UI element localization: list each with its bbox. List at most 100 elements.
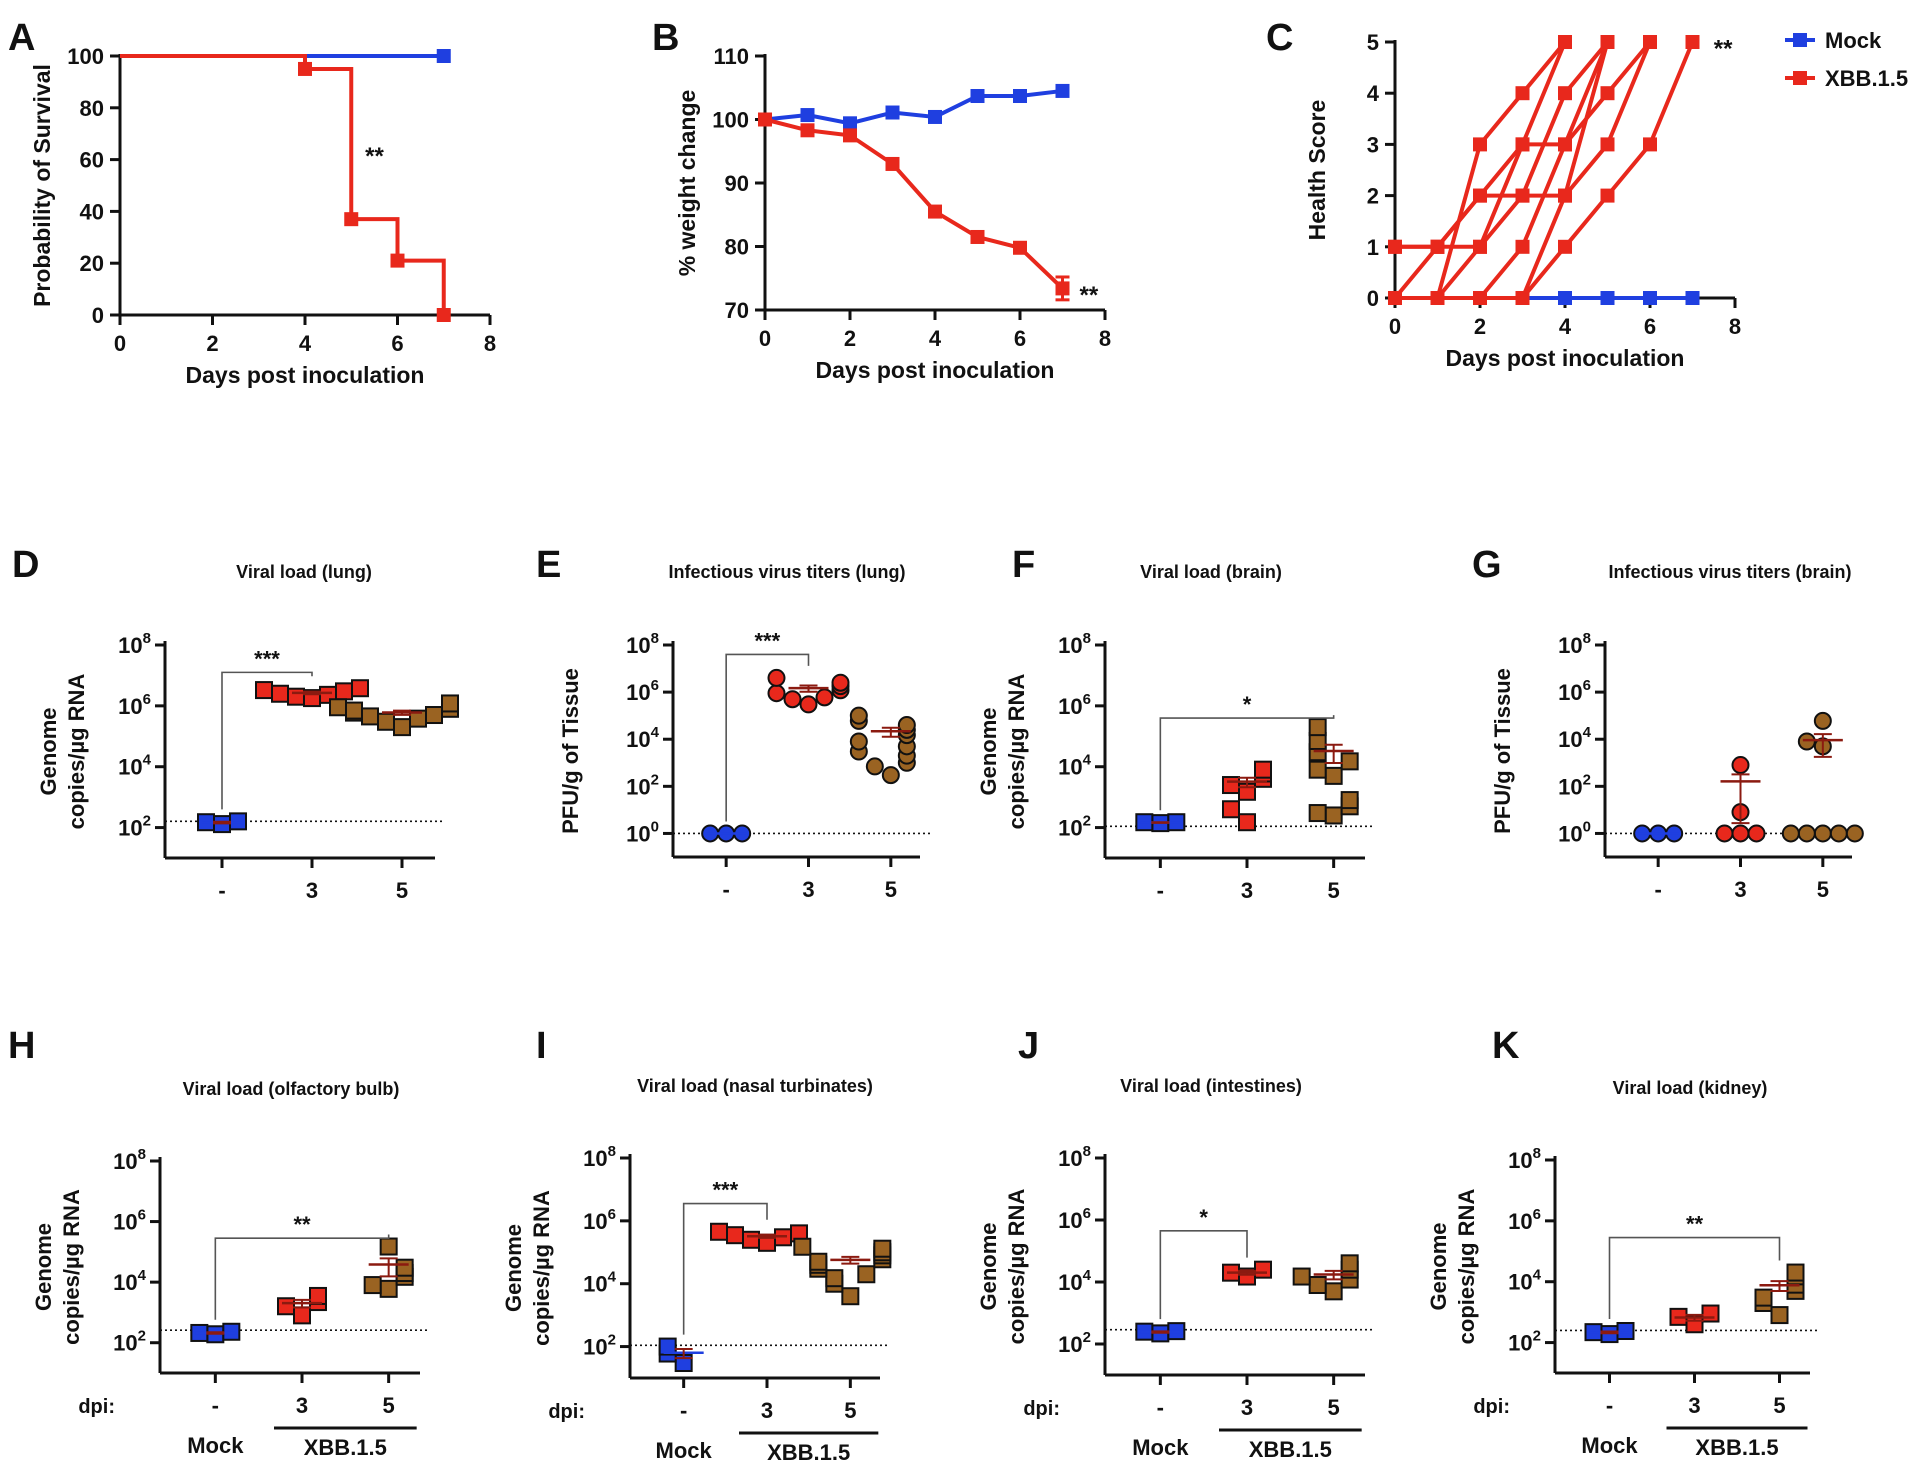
data-point <box>361 707 379 726</box>
data-point <box>1430 239 1445 254</box>
data-point <box>335 682 353 701</box>
data-point <box>390 253 405 268</box>
data-point <box>800 123 815 138</box>
data-point <box>970 229 985 244</box>
y-tick-label: 104 <box>626 724 659 752</box>
data-point <box>1558 239 1572 254</box>
data-point <box>1515 291 1530 305</box>
y-tick-label: 108 <box>583 1143 616 1171</box>
data-point <box>809 1252 828 1271</box>
x-tick-label: - <box>1655 877 1662 902</box>
panel-label: G <box>1472 544 1502 586</box>
data-point <box>436 49 451 63</box>
significance-label: ** <box>293 1212 311 1237</box>
x-tick-label: 3 <box>1688 1393 1700 1418</box>
y-tick-label: 80 <box>725 235 749 260</box>
y-axis-label: copies/µg RNA <box>59 1189 84 1345</box>
x-tick-label: 5 <box>844 1398 856 1423</box>
group-label-mock: Mock <box>1132 1435 1189 1460</box>
y-tick-label: 102 <box>1558 771 1591 799</box>
panel-label: H <box>8 1025 35 1067</box>
data-point <box>1643 137 1657 152</box>
data-point <box>825 1269 844 1288</box>
y-tick-label: 5 <box>1367 30 1379 55</box>
dpi-label: dpi: <box>548 1401 585 1423</box>
y-axis-label: copies/µg RNA <box>1004 674 1029 830</box>
y-tick-label: 110 <box>714 44 750 69</box>
panel-A: A 0 20 40 60 80 100 0 2 4 6 8 Days post inoculation P… <box>8 17 496 388</box>
x-tick-label: 3 <box>761 1398 773 1423</box>
data-point <box>710 1222 728 1241</box>
y-tick-label: 106 <box>583 1206 616 1234</box>
y-tick-label: 106 <box>1058 691 1091 719</box>
y-tick-label: 108 <box>1058 630 1091 658</box>
x-axis-label: Days post inoculation <box>1446 345 1685 371</box>
x-tick-label: 2 <box>844 326 856 351</box>
y-axis-label: copies/µg RNA <box>529 1190 554 1346</box>
panel-label: B <box>652 17 679 59</box>
data-point <box>1600 291 1615 305</box>
x-tick-label: 0 <box>114 331 126 356</box>
chart-title: Infectious virus titers (lung) <box>668 562 905 582</box>
significance-bracket <box>1159 715 1335 811</box>
data-point <box>873 1239 892 1258</box>
y-tick-label: 104 <box>1508 1267 1541 1295</box>
y-tick-label: 3 <box>1367 132 1379 157</box>
panel-I: I Viral load (nasal turbinates) 102 104 106 1… <box>501 1025 892 1465</box>
data-point <box>1222 776 1240 795</box>
x-tick-label: - <box>218 878 225 903</box>
data-point <box>436 308 451 322</box>
panel-C: C 0 1 2 3 4 5 0 2 4 6 8 Days post inoculation Health … <box>1266 17 1741 371</box>
data-point <box>255 681 273 700</box>
x-tick-label: 3 <box>1241 1395 1253 1420</box>
y-tick-label: 106 <box>1508 1206 1541 1234</box>
data-point <box>1515 188 1530 203</box>
data-point <box>1340 1254 1359 1273</box>
x-tick-label: 3 <box>802 877 814 902</box>
panel-K: K Viral load (kidney) 102 104 106 108 Genome co… <box>1426 1025 1820 1460</box>
y-axis-label: Probability of Survival <box>29 64 55 307</box>
data-point <box>379 1237 398 1256</box>
y-tick-label: 4 <box>1367 81 1380 106</box>
x-tick-label: 3 <box>296 1393 308 1418</box>
panel-label: E <box>536 544 561 586</box>
panel-label: K <box>1492 1025 1520 1067</box>
data-point <box>1731 756 1750 775</box>
data-point <box>379 1279 398 1298</box>
y-tick-label: 104 <box>1058 1267 1091 1295</box>
y-tick-label: 106 <box>1058 1205 1091 1233</box>
series-line <box>764 88 1063 126</box>
chart-title: Viral load (lung) <box>236 562 372 582</box>
y-axis-label: Genome <box>31 1223 56 1311</box>
data-point <box>815 688 834 707</box>
data-point <box>1515 137 1530 152</box>
data-point <box>1013 89 1027 104</box>
data-point <box>970 89 985 104</box>
data-point <box>793 1237 812 1256</box>
data-point <box>881 766 900 785</box>
x-tick-label: - <box>1157 1395 1164 1420</box>
x-tick-label: - <box>680 1398 687 1423</box>
data-point <box>309 1286 327 1305</box>
x-tick-label: - <box>1606 1393 1613 1418</box>
panel-J: J Viral load (intestines) 102 104 106 108 Geno… <box>976 1025 1375 1462</box>
data-point <box>799 695 818 714</box>
data-point <box>1324 806 1343 825</box>
data-point <box>1685 291 1700 305</box>
group-label-mock: Mock <box>187 1433 244 1458</box>
x-axis-label: Days post inoculation <box>816 357 1055 383</box>
data-point <box>1292 1267 1311 1286</box>
data-point <box>1786 1263 1805 1282</box>
y-tick-label: 108 <box>118 630 151 658</box>
group-label-mock: Mock <box>656 1438 713 1463</box>
x-tick-label: 6 <box>391 331 403 356</box>
y-tick-label: 102 <box>1058 813 1091 841</box>
y-tick-label: 70 <box>725 298 749 323</box>
x-tick-label: 3 <box>306 878 318 903</box>
x-tick-label: - <box>723 877 730 902</box>
data-point <box>1324 766 1343 785</box>
data-point <box>1797 824 1816 843</box>
data-point <box>1600 188 1615 203</box>
data-point <box>841 1287 860 1306</box>
y-tick-label: 106 <box>113 1207 146 1235</box>
